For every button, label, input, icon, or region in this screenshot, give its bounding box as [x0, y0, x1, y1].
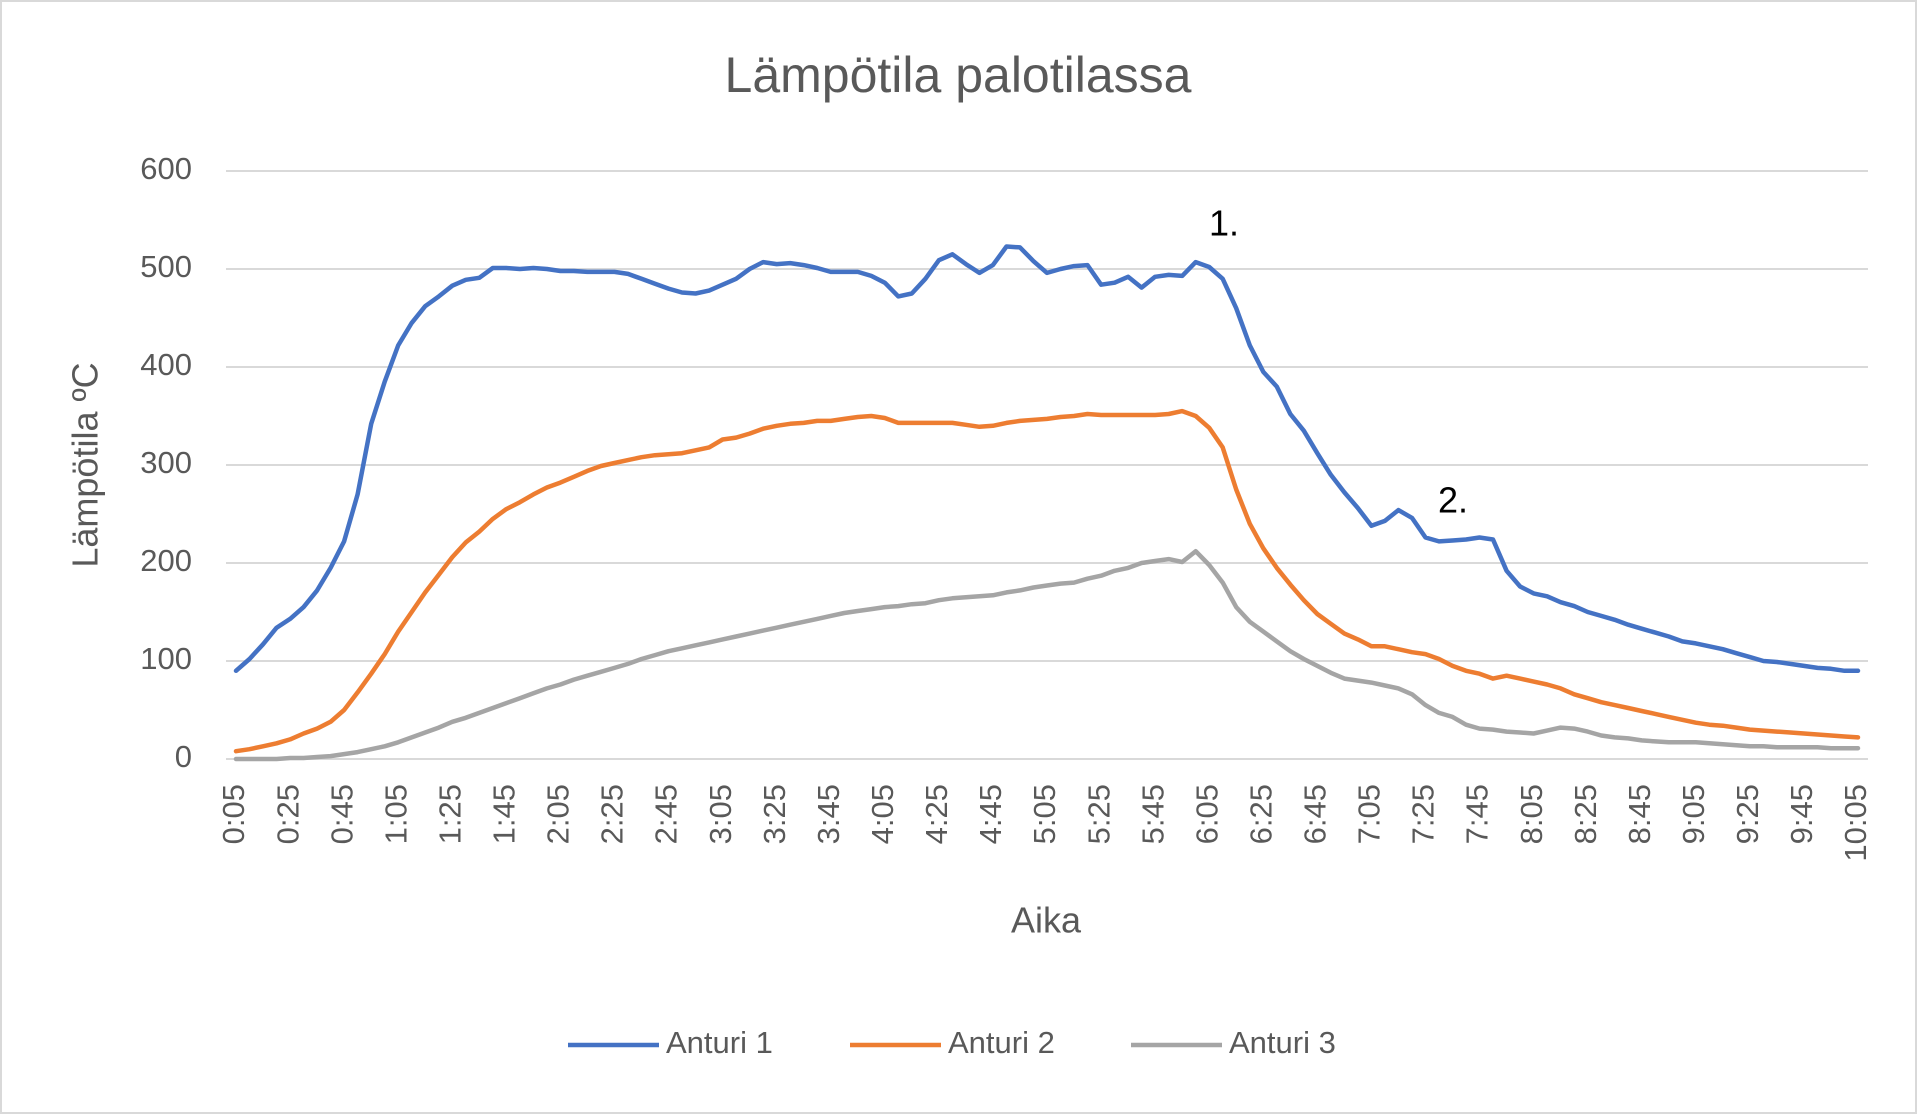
y-axis-label: Lämpötila ºC: [65, 362, 106, 567]
x-tick-label: 9:05: [1676, 784, 1711, 844]
series-line: [233, 548, 1861, 762]
y-tick-label: 600: [140, 151, 192, 186]
x-tick-label: 5:45: [1135, 784, 1170, 844]
x-tick-label: 6:45: [1298, 784, 1333, 844]
y-tick-label: 500: [140, 249, 192, 284]
x-tick-label: 6:05: [1189, 784, 1224, 844]
x-tick-label: 0:05: [216, 784, 251, 844]
legend-label: Anturi 2: [948, 1025, 1055, 1060]
y-tick-label: 400: [140, 347, 192, 382]
x-tick-label: 7:25: [1406, 784, 1441, 844]
x-tick-label: 4:45: [973, 784, 1008, 844]
x-tick-label: 7:45: [1460, 784, 1495, 844]
y-tick-label: 0: [175, 739, 192, 774]
x-tick-label: 1:25: [432, 784, 467, 844]
x-tick-label: 8:45: [1622, 784, 1657, 844]
x-tick-label: 1:45: [487, 784, 522, 844]
y-tick-label: 300: [140, 445, 192, 480]
x-tick-label: 3:05: [703, 784, 738, 844]
x-tick-label: 5:25: [1081, 784, 1116, 844]
x-tick-label: 2:25: [595, 784, 630, 844]
x-axis-label: Aika: [1011, 900, 1082, 941]
x-tick-label: 5:05: [1027, 784, 1062, 844]
annotation: 1.: [1209, 203, 1239, 244]
x-tick-label: 9:25: [1730, 784, 1765, 844]
x-tick-label: 4:25: [919, 784, 954, 844]
x-tick-label: 4:05: [865, 784, 900, 844]
x-tick-label: 6:25: [1243, 784, 1278, 844]
annotation: 2.: [1438, 480, 1468, 521]
x-tick-label: 10:05: [1838, 784, 1873, 862]
x-tick-label: 3:45: [811, 784, 846, 844]
series-line: [233, 408, 1861, 754]
x-tick-label: 8:05: [1514, 784, 1549, 844]
legend-label: Anturi 1: [666, 1025, 773, 1060]
x-tick-label: 0:25: [270, 784, 305, 844]
x-tick-label: 1:05: [378, 784, 413, 844]
x-tick-label: 2:05: [541, 784, 576, 844]
series-line: [233, 244, 1861, 674]
x-tick-label: 2:45: [649, 784, 684, 844]
x-tick-label: 8:25: [1568, 784, 1603, 844]
legend-label: Anturi 3: [1229, 1025, 1336, 1060]
y-tick-label: 100: [140, 641, 192, 676]
chart-title: Lämpötila palotilassa: [725, 47, 1192, 103]
x-tick-label: 7:05: [1352, 784, 1387, 844]
x-tick-label: 0:45: [324, 784, 359, 844]
x-tick-label: 9:45: [1784, 784, 1819, 844]
y-tick-label: 200: [140, 543, 192, 578]
x-tick-label: 3:25: [757, 784, 792, 844]
